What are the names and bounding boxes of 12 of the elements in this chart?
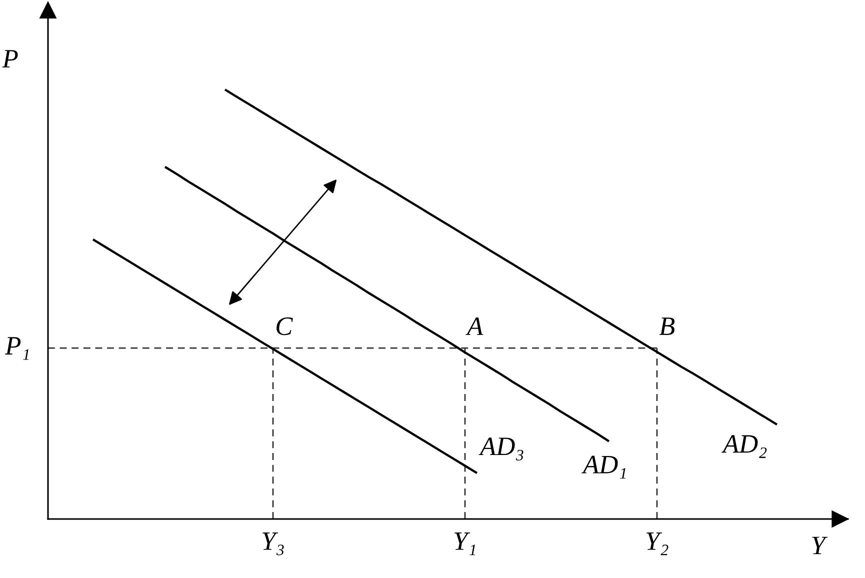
annotation: A [466, 317, 484, 335]
ref-line-label: P₁ [4, 337, 29, 360]
x-tick-label: Y₂ [646, 532, 668, 556]
annotation: C [276, 317, 293, 336]
x-axis-title: Y [812, 536, 828, 554]
series-label: AD₁ [582, 456, 626, 479]
x-tick-label: Y₃ [262, 532, 284, 556]
annotation: B [659, 318, 675, 335]
series-label: AD₂ [721, 435, 767, 458]
x-tick-label: Y₁ [454, 532, 476, 556]
series-label: AD₃ [478, 438, 524, 460]
y-axis-title: P [2, 50, 18, 68]
